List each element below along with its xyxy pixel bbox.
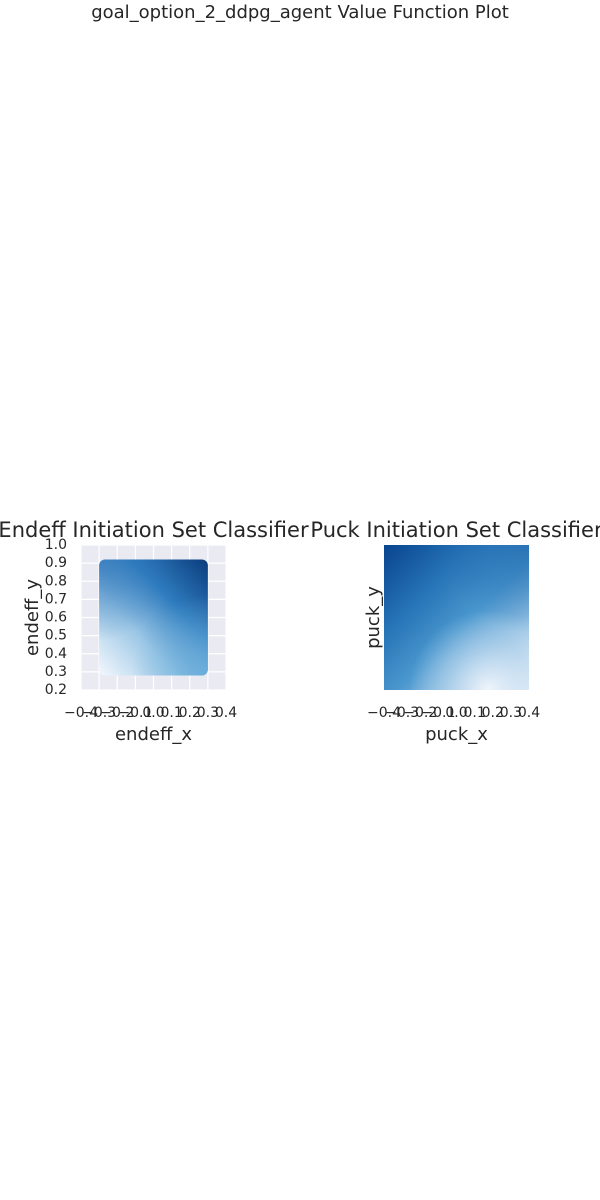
endeff-x-ticks: −0.4−0.3−0.2−0.10.00.10.20.30.4 [64, 705, 237, 721]
x-tick-label: 0.0 [445, 705, 467, 721]
x-tick-label: −0.1 [421, 705, 455, 721]
endeff-heatmap [99, 559, 208, 676]
x-tick-label: 0.1 [463, 705, 485, 721]
heatmap-layer [384, 545, 529, 690]
x-tick-label: 0.2 [482, 705, 504, 721]
y-tick-label: 0.4 [45, 646, 67, 662]
puck-heatmap [384, 545, 529, 690]
x-tick-label: 0.4 [215, 705, 237, 721]
y-tick-label: 0.8 [45, 573, 67, 589]
x-tick-label: −0.2 [403, 705, 437, 721]
endeff-y-axis-label: endeff_y [22, 579, 43, 656]
x-tick-label: −0.4 [64, 705, 98, 721]
x-tick-label: 0.0 [142, 705, 164, 721]
x-tick-label: 0.1 [160, 705, 182, 721]
puck-plot-title: Puck Initiation Set Classifier [310, 518, 600, 542]
puck-x-ticks: −0.4−0.3−0.2−0.10.00.10.20.30.4 [367, 705, 540, 721]
x-tick-label: −0.1 [118, 705, 152, 721]
y-tick-label: 0.2 [45, 682, 67, 698]
y-tick-label: 0.9 [45, 555, 67, 571]
x-tick-label: 0.3 [500, 705, 522, 721]
x-tick-label: −0.4 [367, 705, 401, 721]
puck-x-axis-label: puck_x [425, 724, 488, 745]
endeff-x-axis-label: endeff_x [115, 724, 192, 745]
figure-suptitle: goal_option_2_ddpg_agent Value Function … [91, 2, 509, 23]
endeff-subplot: Endeff Initiation Set Classifier −0.4−0.… [0, 518, 309, 745]
puck-y-axis-label: puck_y [363, 586, 384, 649]
endeff-y-ticks: 0.2 0.3 0.4 0.5 0.6 0.7 0.8 0.9 1.0 [45, 537, 67, 698]
x-tick-label: 0.3 [197, 705, 219, 721]
x-tick-label: 0.4 [518, 705, 540, 721]
x-tick-label: 0.2 [179, 705, 201, 721]
y-tick-label: 0.7 [45, 591, 67, 607]
y-tick-label: 0.6 [45, 610, 67, 626]
endeff-plot-title: Endeff Initiation Set Classifier [0, 518, 309, 542]
puck-subplot: Puck Initiation Set Classifier −0.4−0.3−… [310, 518, 600, 745]
x-tick-label: −0.3 [385, 705, 419, 721]
y-tick-label: 0.3 [45, 664, 67, 680]
heatmap-layer [99, 559, 208, 676]
y-tick-label: 1.0 [45, 537, 67, 553]
y-tick-label: 0.5 [45, 628, 67, 644]
x-tick-label: −0.3 [82, 705, 116, 721]
x-tick-label: −0.2 [100, 705, 134, 721]
